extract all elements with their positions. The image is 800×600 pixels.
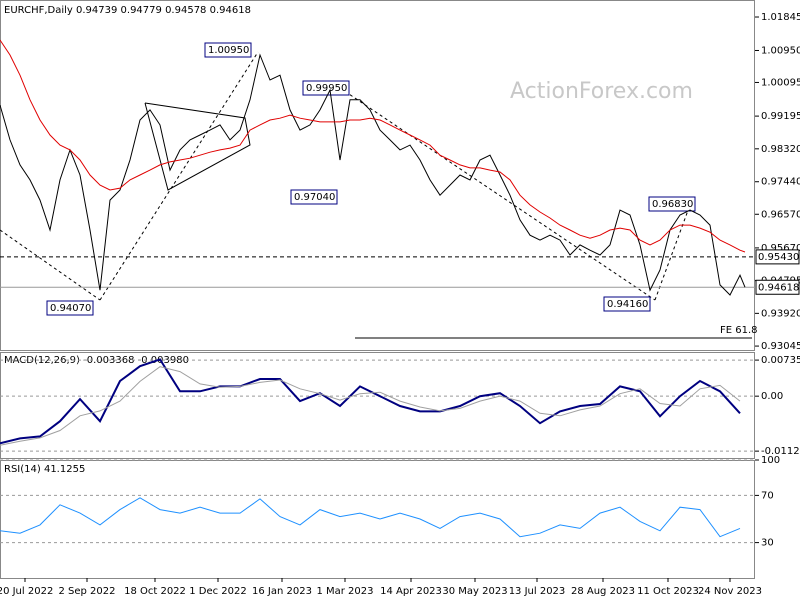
y-tick-label: 0.93045 (761, 341, 800, 352)
x-tick-label: 1 Mar 2023 (316, 586, 373, 597)
trend-line (0, 229, 101, 301)
y-tick-label: 0.96570 (761, 209, 800, 220)
series-line (0, 497, 741, 538)
y-tick-label: 0.98320 (761, 144, 800, 155)
x-tick-label: 30 May 2023 (442, 586, 507, 597)
y-tick-label: 0.007351 (761, 355, 800, 366)
annotation-label: 1.00950 (208, 45, 249, 56)
y-tick-label: 0.97440 (761, 177, 800, 188)
level-label: 0.94618 (758, 282, 799, 293)
y-tick-label: 1.00095 (761, 77, 800, 88)
trend-line (99, 51, 259, 301)
y-tick-label: 0.95670 (761, 243, 800, 254)
series-line (0, 53, 746, 296)
trend-line (654, 204, 691, 301)
level-box (755, 249, 800, 265)
level-label: 0.95430 (758, 252, 799, 263)
rsi-panel (0, 460, 755, 579)
x-tick-label: 16 Jan 2023 (252, 586, 312, 597)
y-tick-label: -0.0112 (761, 446, 800, 457)
main-panel (0, 0, 755, 351)
annotation-label: 0.96830 (652, 199, 693, 210)
annotation-label: 0.94160 (607, 299, 648, 310)
annotation-box (648, 196, 696, 212)
y-tick-label: 0.00 (761, 391, 783, 402)
macd-panel (0, 352, 755, 459)
trend-line (339, 87, 656, 301)
series-line (0, 358, 741, 445)
y-tick-label: 1.01845 (761, 12, 800, 23)
y-tick-label: 0.99195 (761, 111, 800, 122)
x-tick-label: 13 Jul 2023 (509, 586, 566, 597)
annotation-label: 0.94070 (50, 303, 91, 314)
x-tick-label: 14 Apr 2023 (380, 586, 442, 597)
annotation-box (204, 42, 252, 58)
series-line (0, 39, 746, 253)
triangle (144, 102, 251, 191)
x-tick-label: 1 Dec 2022 (189, 586, 247, 597)
annotation-label: 0.97040 (294, 192, 335, 203)
annotation-box (603, 296, 651, 312)
y-tick-label: 30 (761, 538, 774, 549)
x-tick-label: 20 Jul 2022 (0, 586, 53, 597)
x-tick-label: 2 Sep 2022 (58, 586, 115, 597)
y-tick-label: 70 (761, 490, 774, 501)
rsi-title: RSI(14) 41.1255 (4, 464, 85, 475)
annotation-box (46, 300, 94, 316)
annotation-box (290, 189, 338, 205)
x-tick-label: 11 Oct 2023 (637, 586, 699, 597)
x-tick-label: 24 Nov 2023 (698, 586, 762, 597)
x-tick-label: 28 Aug 2023 (571, 586, 635, 597)
series-line (0, 366, 741, 446)
annotation-label: 0.99950 (306, 83, 347, 94)
watermark: ActionForex.com (510, 79, 693, 104)
y-tick-label: 0.93920 (761, 308, 800, 319)
y-tick-label: 100 (761, 455, 780, 466)
level-box (755, 279, 800, 295)
y-tick-label: 1.00950 (761, 45, 800, 56)
annotation-box (302, 80, 350, 96)
fe-label: FE 61.8 (720, 325, 758, 336)
x-tick-label: 18 Oct 2022 (124, 586, 186, 597)
chart-title: EURCHF,Daily 0.94739 0.94779 0.94578 0.9… (4, 5, 251, 16)
